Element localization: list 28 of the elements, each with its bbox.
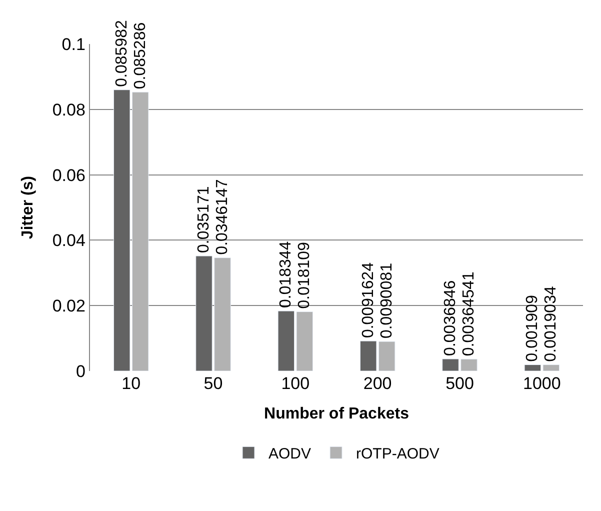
x-axis-title: Number of Packets — [264, 406, 410, 423]
y-tick-label: 0.04 — [52, 231, 86, 250]
data-label: 0.035171 — [196, 186, 213, 253]
data-label: 0.00364541 — [460, 271, 478, 356]
y-tick-label: 0.06 — [52, 166, 86, 185]
legend-label: AODV — [268, 446, 312, 462]
x-tick-label: 1000 — [523, 374, 561, 393]
x-tick-label: 10 — [122, 374, 141, 393]
data-label: 0.018109 — [296, 242, 314, 309]
x-tick-label: 100 — [281, 374, 310, 393]
data-label: 0.0019034 — [542, 286, 560, 362]
data-label: 0.0346147 — [214, 179, 231, 255]
data-label: 0.001909 — [524, 294, 542, 362]
data-label: 0.0036846 — [442, 280, 460, 356]
y-tick-label: 0.08 — [52, 100, 86, 120]
y-tick-label: 0.1 — [62, 34, 86, 54]
legend-label: rOTP-AODV — [356, 446, 440, 462]
data-label: 0.018344 — [278, 241, 295, 308]
data-label: 0.085982 — [113, 20, 130, 87]
data-label: 0.0091624 — [360, 262, 377, 338]
data-label: 0.085286 — [132, 22, 149, 90]
data-label: 0.0090081 — [378, 262, 396, 339]
x-tick-label: 200 — [363, 374, 392, 393]
x-tick-label: 500 — [446, 374, 474, 393]
y-tick-label: 0 — [76, 362, 86, 381]
y-axis-title: Jitter (s) — [19, 176, 36, 240]
x-tick-label: 50 — [204, 374, 223, 393]
y-tick-label: 0.02 — [52, 296, 86, 316]
